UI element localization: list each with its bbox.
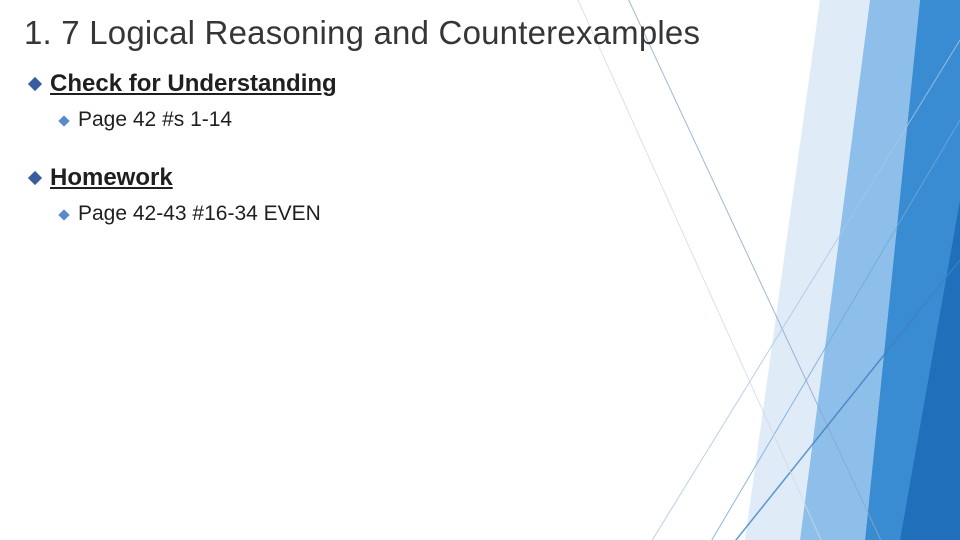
section-item-text: Page 42 #s 1-14 — [78, 108, 232, 132]
diamond-bullet-icon — [58, 209, 69, 220]
section-heading-text: Homework — [50, 164, 173, 192]
section-heading-1: Check for Understanding — [30, 70, 936, 98]
section-item-2: Page 42-43 #16-34 EVEN — [60, 202, 936, 226]
diamond-bullet-icon — [28, 171, 42, 185]
section-item-text: Page 42-43 #16-34 EVEN — [78, 202, 321, 226]
slide-title: 1. 7 Logical Reasoning and Counterexampl… — [24, 14, 936, 52]
section-heading-2: Homework — [30, 164, 936, 192]
slide-content: 1. 7 Logical Reasoning and Counterexampl… — [0, 0, 960, 226]
section-item-1: Page 42 #s 1-14 — [60, 108, 936, 132]
section-heading-text: Check for Understanding — [50, 70, 337, 98]
diamond-bullet-icon — [28, 77, 42, 91]
diamond-bullet-icon — [58, 115, 69, 126]
